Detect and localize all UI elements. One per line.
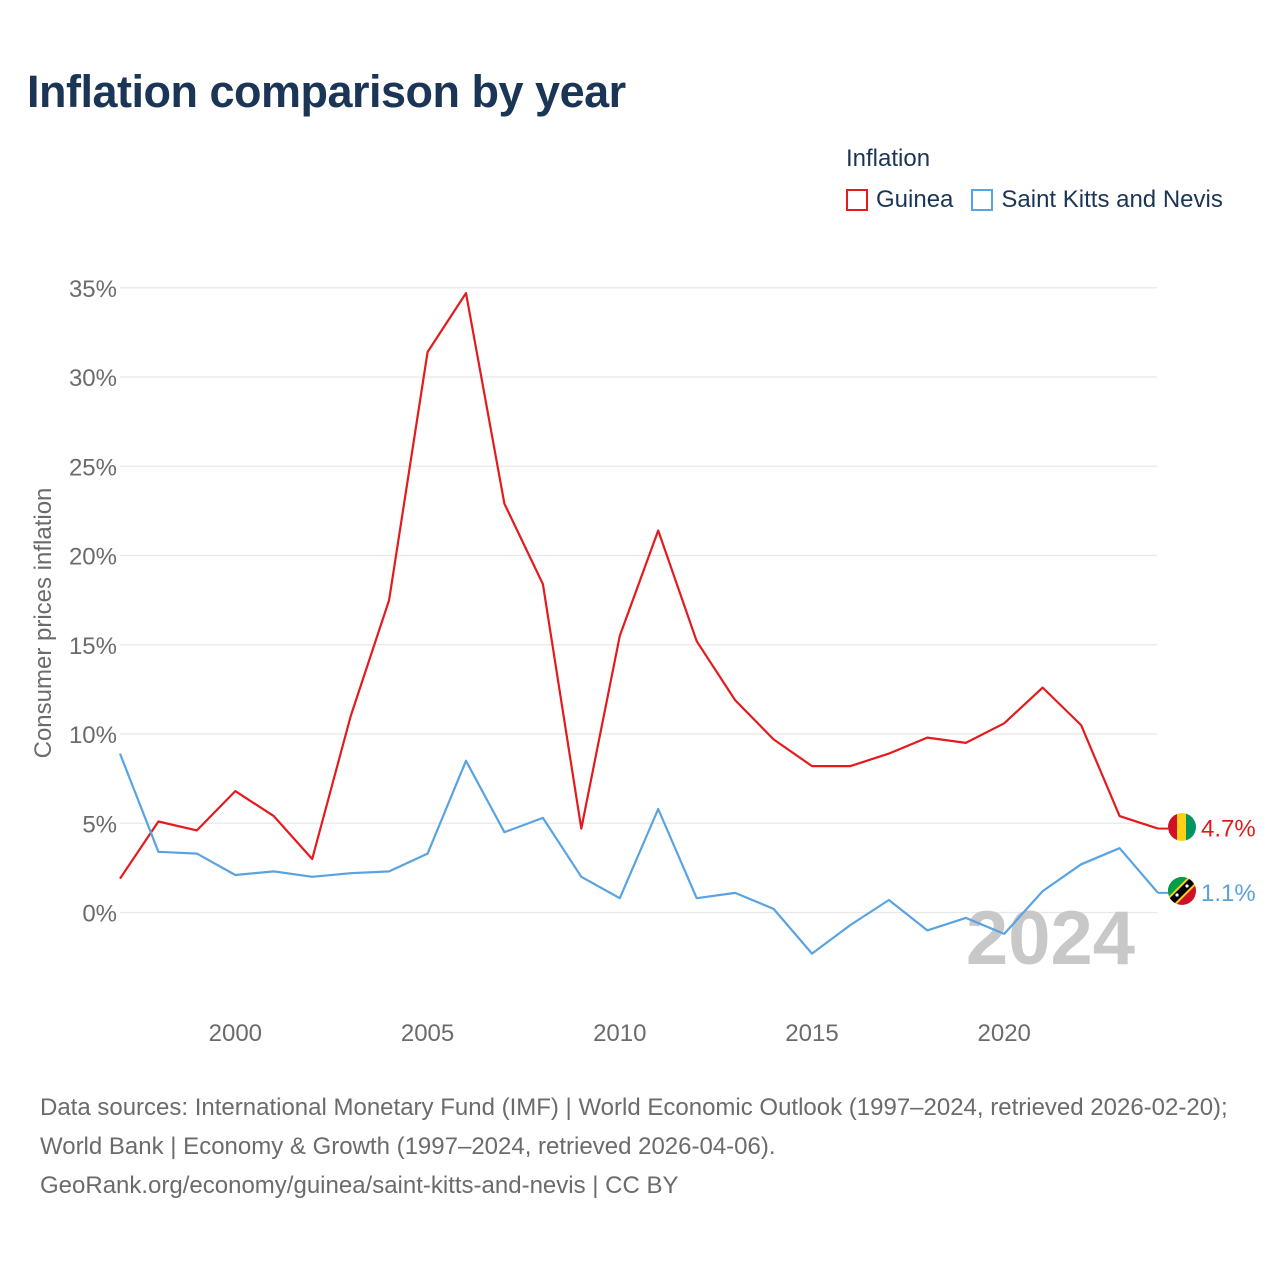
series-line-saint-kitts-and-nevis[interactable]: [118, 753, 1159, 955]
y-tick-label: 15%: [69, 633, 117, 660]
legend-item-saint-kitts-and-nevis[interactable]: Saint Kitts and Nevis: [971, 186, 1223, 214]
legend: Guinea Saint Kitts and Nevis: [846, 186, 1241, 214]
series-lines: [118, 292, 1168, 955]
guinea-flag-icon: [1168, 813, 1196, 841]
year-watermark: 2024: [966, 896, 1135, 981]
legend-item-guinea[interactable]: Guinea: [846, 186, 953, 214]
x-tick-label: 2005: [401, 1020, 454, 1047]
y-tick-label: 10%: [69, 722, 117, 749]
y-tick-label: 0%: [82, 901, 117, 928]
y-tick-label: 25%: [69, 454, 117, 481]
legend-title: Inflation: [846, 145, 931, 172]
y-tick-label: 35%: [69, 276, 117, 303]
x-tick-label: 2020: [978, 1020, 1031, 1047]
y-axis-label: Consumer prices inflation: [30, 488, 57, 759]
chart-title: Inflation comparison by year: [27, 66, 626, 117]
footer: Data sources: International Monetary Fun…: [40, 1088, 1250, 1205]
x-tick-label: 2015: [785, 1020, 838, 1047]
x-tick-label: 2010: [593, 1020, 646, 1047]
legend-label-saint-kitts-and-nevis: Saint Kitts and Nevis: [1001, 186, 1223, 213]
legend-label-guinea: Guinea: [876, 186, 954, 213]
grid-lines: [120, 287, 1157, 914]
end-label-guinea: 4.7%: [1201, 816, 1256, 843]
y-tick-label: 5%: [82, 811, 117, 838]
legend-swatch-saint-kitts-and-nevis: [971, 189, 994, 211]
source-link[interactable]: GeoRank.org/economy/guinea/saint-kitts-a…: [40, 1172, 679, 1199]
data-sources-text: Data sources: International Monetary Fun…: [40, 1094, 1228, 1160]
y-tick-label: 20%: [69, 544, 117, 571]
x-tick-label: 2000: [209, 1020, 262, 1047]
saint-kitts-and-nevis-flag-icon: [1168, 877, 1196, 905]
series-line-guinea[interactable]: [119, 292, 1159, 880]
end-label-saint-kitts-and-nevis: 1.1%: [1201, 880, 1256, 907]
end-labels: 4.7% 1.1%: [1201, 816, 1256, 907]
y-tick-label: 30%: [69, 365, 117, 392]
y-axis-ticks: 0% 5% 10% 15% 20% 25% 30% 35%: [69, 276, 117, 928]
legend-swatch-guinea: [846, 189, 868, 211]
x-axis-ticks: 2000 2005 2010 2015 2020: [209, 1020, 1031, 1047]
line-chart: 0%5%10%15%20%25%30%35% 2000 2005 2010 2015 2…: [30, 276, 1256, 1047]
